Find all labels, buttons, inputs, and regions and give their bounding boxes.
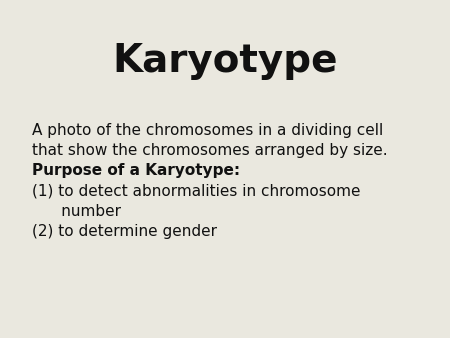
Text: that show the chromosomes arranged by size.: that show the chromosomes arranged by si… <box>32 143 387 158</box>
Text: Karyotype: Karyotype <box>112 42 338 80</box>
Text: number: number <box>32 204 121 219</box>
Text: (2) to determine gender: (2) to determine gender <box>32 224 216 239</box>
Text: (1) to detect abnormalities in chromosome: (1) to detect abnormalities in chromosom… <box>32 184 360 198</box>
Text: Purpose of a Karyotype:: Purpose of a Karyotype: <box>32 163 239 178</box>
Text: A photo of the chromosomes in a dividing cell: A photo of the chromosomes in a dividing… <box>32 123 383 138</box>
